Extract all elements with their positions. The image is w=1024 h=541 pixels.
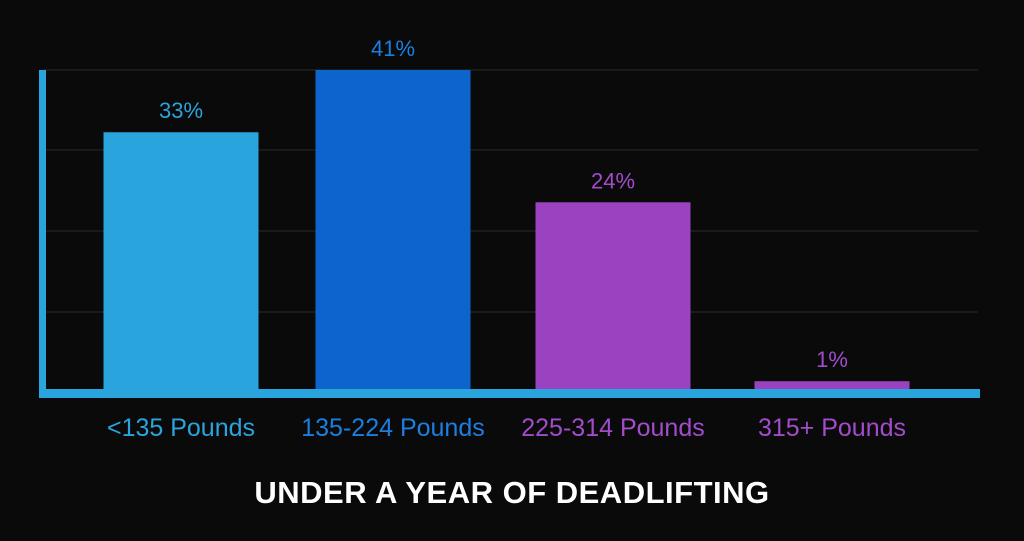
- bar: [315, 70, 471, 389]
- axes: [39, 70, 980, 398]
- category-tick-label: 225-314 Pounds: [521, 414, 704, 442]
- bar-value-label: 33%: [159, 98, 203, 123]
- category-labels: <135 Pounds 135-224 Pounds 225-314 Pounds 3…: [107, 414, 906, 442]
- bar-value-label: 41%: [371, 36, 415, 61]
- bar: [754, 381, 910, 389]
- bar-value-label: 24%: [591, 168, 635, 193]
- bar: [535, 202, 691, 389]
- category-tick-label: <135 Pounds: [107, 414, 255, 442]
- y-axis-line: [39, 70, 46, 398]
- chart-title: UNDER A YEAR OF DEADLIFTING: [254, 475, 769, 510]
- bar-value-label: 1%: [816, 347, 848, 372]
- bar: [103, 132, 259, 389]
- bars: [103, 70, 910, 389]
- category-tick-label: 315+ Pounds: [758, 414, 906, 442]
- value-labels: 33% 41% 24% 1%: [159, 36, 848, 372]
- x-axis-line: [39, 389, 980, 398]
- category-tick-label: 135-224 Pounds: [301, 414, 484, 442]
